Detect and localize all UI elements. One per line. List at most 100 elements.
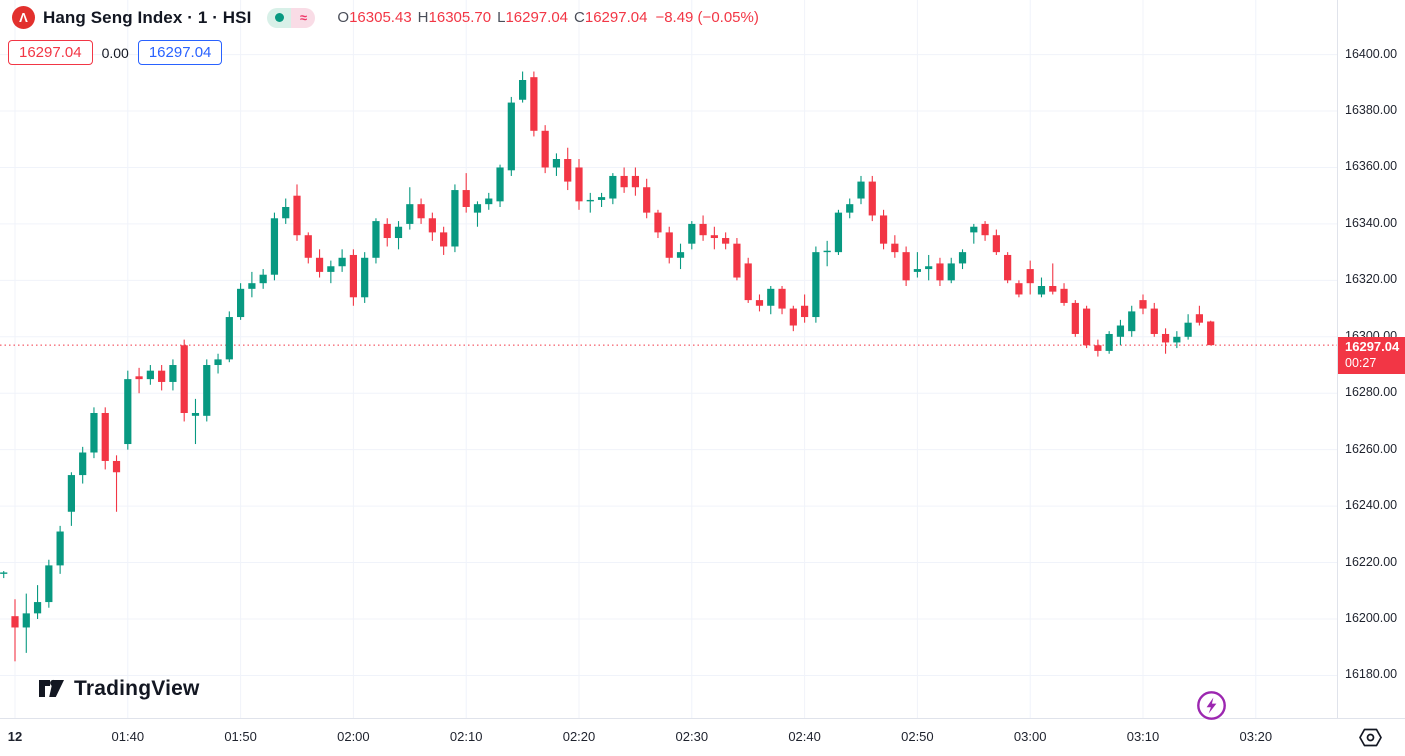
candle-body [33, 602, 42, 614]
spread-value: 0.00 [101, 44, 129, 61]
market-status-pill[interactable]: ≈ [267, 7, 316, 28]
sell-price-button[interactable]: 16297.04 [8, 40, 93, 65]
candle-body [1026, 269, 1034, 284]
candle-body [834, 212, 843, 253]
candle-body [823, 250, 831, 253]
candle-body [485, 198, 493, 205]
close-value: 16297.04 [584, 9, 648, 26]
time-scale[interactable]: 12 01:40 01:50 02:00 02:10 02:20 02:30 02:40 02:… [0, 718, 1405, 756]
candle-body [101, 412, 109, 461]
candle-body [259, 274, 267, 284]
gridlines [0, 0, 1337, 718]
candle-body [789, 308, 797, 326]
candle-body [643, 187, 651, 213]
candle-body [67, 475, 75, 512]
candle-body [801, 305, 809, 318]
candle-body [688, 223, 696, 244]
candle-body [970, 226, 978, 233]
candle-body [1139, 300, 1147, 309]
candle-body [733, 243, 741, 278]
candle-body [665, 232, 673, 258]
high-value: 16305.70 [428, 9, 492, 26]
candle-body [1128, 311, 1136, 332]
time-tick-label: 02:30 [675, 729, 709, 744]
candle-body [146, 370, 154, 380]
change-value: −8.49 (−0.05%) [655, 9, 759, 26]
price-tick-label: 16340.00 [1345, 215, 1398, 230]
candle-body [22, 613, 30, 628]
candle-body [282, 206, 290, 219]
candle-body [496, 167, 504, 202]
tradingview-logo[interactable]: TradingView [38, 676, 200, 701]
time-tick-label: 03:20 [1239, 729, 1273, 744]
candle-body [778, 288, 786, 309]
candle-body [958, 252, 967, 264]
candle-body [361, 257, 369, 298]
candle-body [891, 243, 899, 253]
candle-body [372, 221, 380, 258]
candle-body [857, 181, 865, 199]
symbol-title[interactable]: Hang Seng Index · 1 · HSI [43, 7, 252, 27]
price-tick-label: 16220.00 [1345, 554, 1398, 569]
candle-body [304, 235, 312, 258]
candle-body [699, 223, 707, 236]
candle-body [11, 616, 19, 628]
high-label: H [417, 9, 429, 26]
candle-body [1083, 308, 1091, 346]
candle-body [519, 79, 527, 100]
candle-body [428, 218, 436, 233]
flash-boost-button[interactable] [1196, 690, 1227, 721]
candle-body [507, 102, 515, 171]
symbol-logo-icon[interactable]: Λ [12, 6, 35, 29]
candle-body [1004, 254, 1012, 281]
candle-body [812, 252, 820, 318]
approx-price-icon: ≈ [291, 7, 316, 28]
price-tick-label: 16320.00 [1345, 272, 1398, 287]
candle-body [349, 254, 357, 298]
candlestick-series [0, 71, 1215, 662]
candle-body [0, 572, 8, 574]
candle-body [1071, 302, 1079, 334]
candle-body [383, 223, 391, 239]
candle-body [135, 376, 143, 380]
candle-body [56, 531, 64, 566]
lightning-icon [1197, 691, 1226, 720]
candle-body [338, 257, 346, 267]
buy-price-button[interactable]: 16297.04 [137, 40, 223, 65]
price-scale[interactable]: 16297.04 00:27 16400.00 16380.00 16360.00 1… [1337, 0, 1405, 718]
tradingview-mark-icon [39, 679, 64, 697]
current-price-value: 16297.04 [1345, 339, 1400, 355]
candle-body [586, 199, 594, 202]
candle-body [191, 412, 200, 416]
candle-body [214, 359, 222, 366]
scale-settings-button[interactable] [1358, 727, 1383, 748]
candle-body [981, 223, 989, 236]
time-tick-label: 02:20 [562, 729, 596, 744]
candle-body [947, 263, 955, 281]
open-value: 16305.43 [349, 9, 412, 26]
candle-body [406, 204, 414, 224]
time-tick-label: 02:40 [788, 729, 821, 744]
chart-pane[interactable] [0, 0, 1337, 718]
price-tick-label: 16240.00 [1345, 498, 1398, 513]
candle-body [868, 181, 876, 216]
low-label: L [497, 9, 506, 26]
price-tick-label: 16260.00 [1345, 441, 1398, 456]
price-tick-label: 16360.00 [1345, 159, 1398, 174]
candle-body [225, 317, 233, 360]
candle-body [1037, 286, 1046, 295]
open-label: O [337, 9, 350, 26]
candle-body [925, 266, 933, 270]
candle-body [552, 159, 561, 168]
candle-body [112, 460, 121, 473]
candle-body [902, 252, 910, 281]
candle-body [124, 379, 132, 445]
candle-body [180, 345, 188, 413]
candle-body [609, 175, 617, 199]
candle-body [90, 412, 98, 453]
ohlc-readout: O16305.43 H16305.70 L16297.04 C16297.04 … [337, 9, 758, 26]
time-tick-label: 01:50 [224, 729, 257, 744]
candle-body [1116, 325, 1125, 337]
market-open-dot-icon [267, 7, 292, 28]
candle-body [237, 288, 245, 318]
